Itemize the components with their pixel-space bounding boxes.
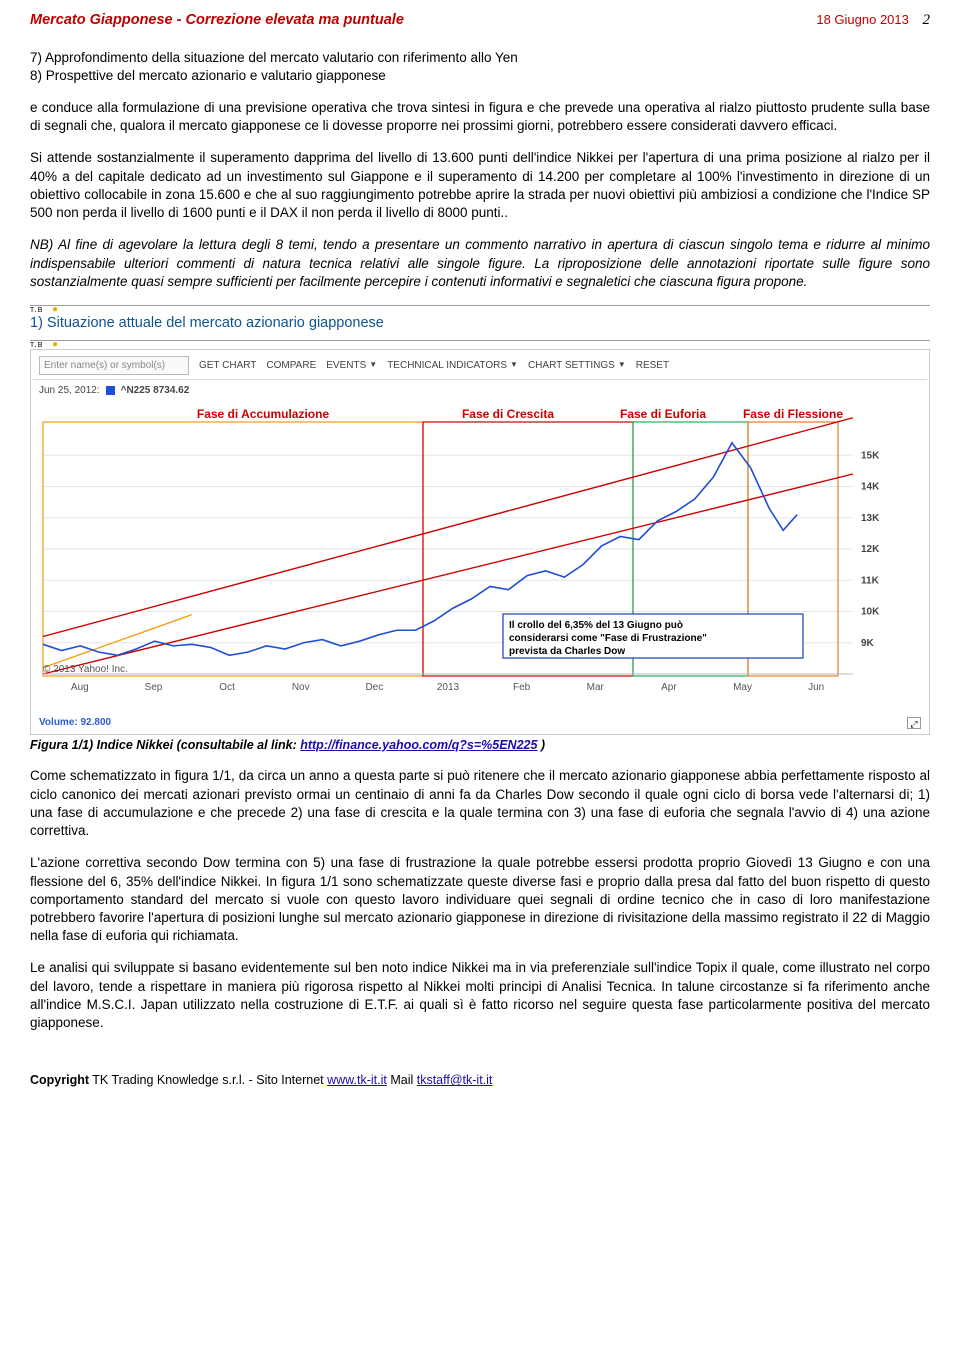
caption-prefix: Figura 1/1) Indice Nikkei (consultabile … [30, 738, 300, 752]
events-button[interactable]: EVENTS▼ [326, 359, 377, 373]
footer-company: TK Trading Knowledge s.r.l. - Sito Inter… [89, 1073, 327, 1087]
svg-text:15K: 15K [861, 450, 880, 461]
figure-caption: Figura 1/1) Indice Nikkei (consultabile … [30, 737, 930, 754]
svg-text:Dec: Dec [365, 682, 383, 693]
svg-text:13K: 13K [861, 512, 880, 523]
paragraph-levels: Si attende sostanzialmente il superament… [30, 149, 930, 222]
nikkei-chart-svg: 15K 14K 13K 12K 11K 10K 9K Fase di Accumulazion… [33, 402, 903, 710]
nikkei-chart-panel: Enter name(s) or symbol(s) GET CHART COM… [30, 349, 930, 735]
svg-text:Jun: Jun [808, 682, 824, 693]
svg-text:Apr: Apr [661, 682, 677, 693]
svg-text:14K: 14K [861, 481, 880, 492]
paragraph-fig-desc: Come schematizzato in figura 1/1, da cir… [30, 767, 930, 840]
svg-text:considerarsi come "Fase di Fru: considerarsi come "Fase di Frustrazione" [509, 633, 707, 644]
svg-text:11K: 11K [861, 575, 880, 586]
chart-source-link[interactable]: http://finance.yahoo.com/q?s=%5EN225 [300, 738, 537, 752]
chart-toolbar: Enter name(s) or symbol(s) GET CHART COM… [33, 352, 927, 381]
chart-meta-date: Jun 25, 2012: [39, 384, 100, 398]
svg-text:Feb: Feb [513, 682, 531, 693]
series-color-icon [106, 386, 115, 395]
symbol-input[interactable]: Enter name(s) or symbol(s) [39, 356, 189, 376]
svg-text:Sep: Sep [145, 682, 163, 693]
paragraph-analysis: Le analisi qui sviluppate si basano evid… [30, 959, 930, 1032]
svg-text:Fase di Euforia: Fase di Euforia [620, 407, 706, 421]
footer-mail-label: Mail [387, 1073, 417, 1087]
chart-area: 15K 14K 13K 12K 11K 10K 9K Fase di Accumulazion… [33, 402, 927, 715]
list-items-78: 7) Approfondimento della situazione del … [30, 49, 930, 85]
header-title: Mercato Giapponese - Correzione elevata … [30, 11, 404, 31]
header-date: 18 Giugno 2013 [816, 12, 909, 27]
svg-text:Il crollo del 6,35% del 13 Giu: Il crollo del 6,35% del 13 Giugno può [509, 620, 683, 631]
page-footer: Copyright TK Trading Knowledge s.r.l. - … [30, 1072, 930, 1089]
caption-suffix: ) [537, 738, 545, 752]
tech-indicators-button[interactable]: TECHNICAL INDICATORS▼ [387, 359, 518, 373]
svg-text:9K: 9K [861, 637, 875, 648]
svg-text:prevista da Charles Dow: prevista da Charles Dow [509, 646, 625, 657]
header-page-number: 2 [923, 12, 931, 28]
footer-mail-link[interactable]: tkstaff@tk-it.it [417, 1073, 493, 1087]
chart-meta: Jun 25, 2012: ^N225 8734.62 [33, 380, 927, 402]
chart-volume-label: Volume: 92.800 [39, 716, 111, 730]
chevron-down-icon: ▼ [618, 360, 626, 371]
svg-text:Nov: Nov [292, 682, 310, 693]
expand-icon[interactable]: ⤢ [907, 717, 921, 729]
svg-text:Fase di Accumulazione: Fase di Accumulazione [197, 407, 330, 421]
chevron-down-icon: ▼ [369, 360, 377, 371]
svg-text:2013: 2013 [437, 682, 460, 693]
svg-text:Aug: Aug [71, 682, 89, 693]
chevron-down-icon: ▼ [510, 360, 518, 371]
svg-text:10K: 10K [861, 606, 880, 617]
compare-button[interactable]: COMPARE [266, 359, 316, 373]
paragraph-intro: e conduce alla formulazione di una previ… [30, 99, 930, 135]
svg-text:Fase di Crescita: Fase di Crescita [462, 407, 554, 421]
footer-site-link[interactable]: www.tk-it.it [327, 1073, 387, 1087]
svg-text:Mar: Mar [587, 682, 605, 693]
header-right: 18 Giugno 2013 2 [816, 10, 930, 30]
chart-settings-button[interactable]: CHART SETTINGS▼ [528, 359, 626, 373]
paragraph-nb: NB) Al fine di agevolare la lettura degl… [30, 236, 930, 291]
chart-meta-symbol: ^N225 8734.62 [121, 384, 190, 398]
divider-top: т.в● [30, 305, 930, 308]
section-1-title: 1) Situazione attuale del mercato aziona… [30, 314, 930, 334]
reset-button[interactable]: RESET [636, 359, 669, 373]
divider-bottom: т.в● [30, 340, 930, 343]
svg-text:12K: 12K [861, 544, 880, 555]
svg-text:Oct: Oct [219, 682, 235, 693]
paragraph-corrective: L'azione correttiva secondo Dow termina … [30, 854, 930, 945]
footer-copyright-label: Copyright [30, 1073, 89, 1087]
svg-text:© 2013 Yahoo! Inc.: © 2013 Yahoo! Inc. [43, 664, 128, 675]
svg-text:Fase di Flessione: Fase di Flessione [743, 407, 843, 421]
page-header: Mercato Giapponese - Correzione elevata … [30, 10, 930, 31]
svg-text:May: May [733, 682, 752, 693]
get-chart-button[interactable]: GET CHART [199, 359, 256, 373]
